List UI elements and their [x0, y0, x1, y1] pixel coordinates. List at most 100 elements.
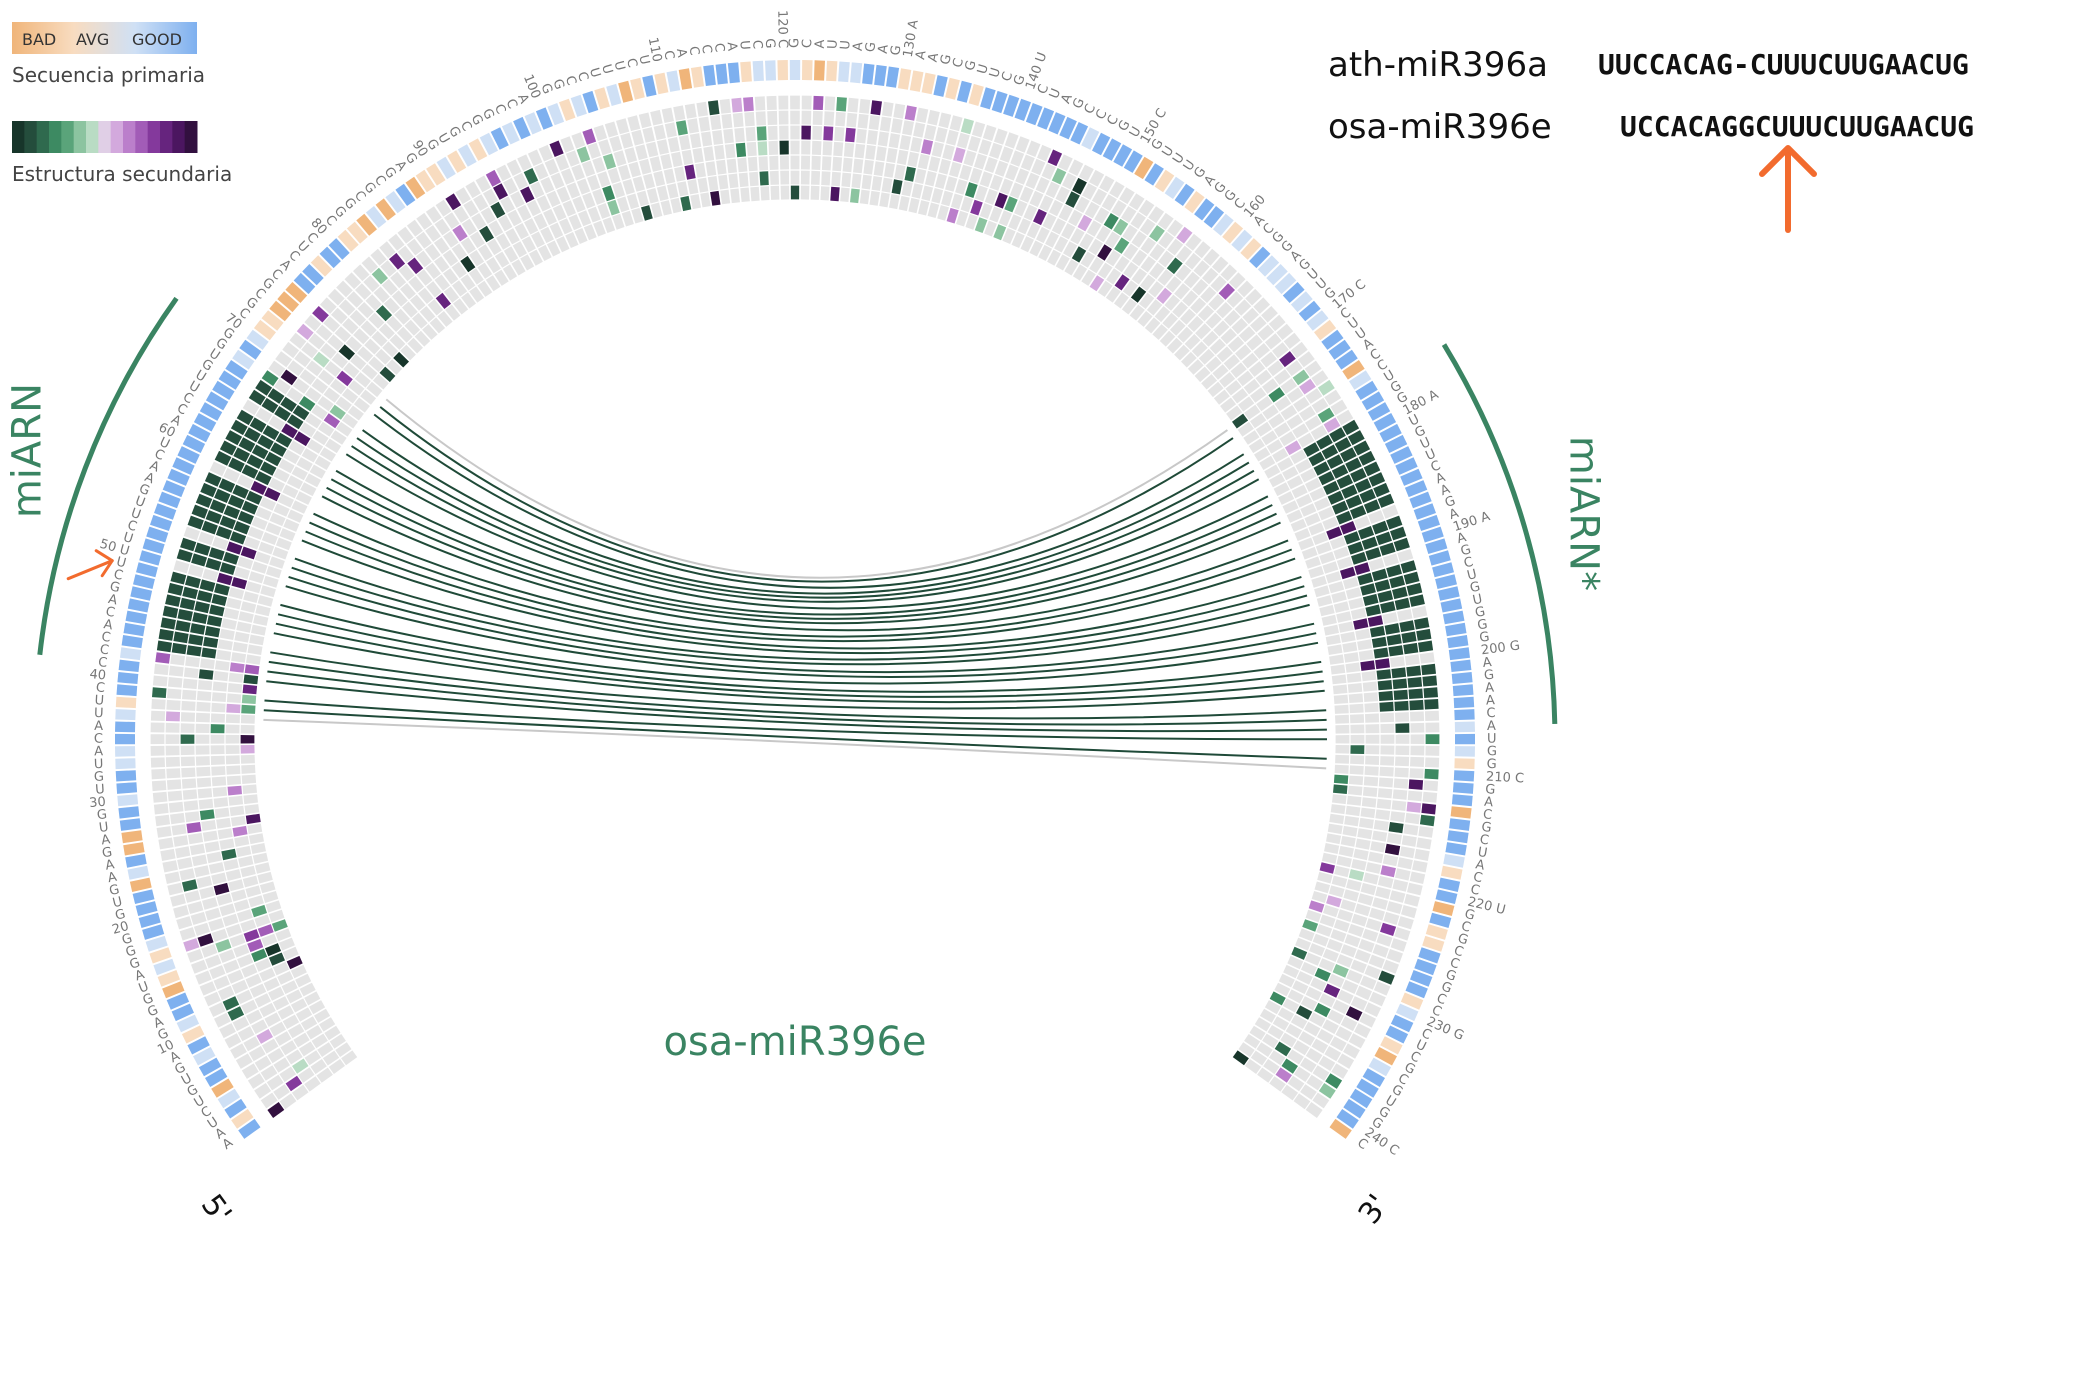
nucleotide-label: G	[101, 845, 113, 861]
structure-cell	[536, 195, 551, 212]
structure-cell	[620, 132, 634, 149]
structure-cell	[338, 344, 355, 361]
nucleotide-label: C	[623, 57, 640, 69]
primary-nt-cell	[136, 562, 158, 578]
structure-cell	[268, 986, 285, 1001]
structure-cell	[225, 869, 242, 881]
structure-cell	[299, 422, 317, 438]
structure-cell	[1015, 168, 1030, 185]
pairing-link	[268, 660, 1327, 720]
primary-nt-cell	[1164, 176, 1185, 199]
nucleotide-label: A	[107, 592, 119, 609]
structure-cell	[559, 218, 573, 235]
structure-cell	[1425, 757, 1440, 768]
structure-cell	[1250, 316, 1267, 333]
structure-cell	[1368, 954, 1385, 969]
structure-cell	[319, 1017, 336, 1032]
primary-nt-cell	[1435, 889, 1458, 904]
structure-cell	[853, 158, 864, 174]
structure-cell	[1395, 745, 1410, 756]
structure-cell	[1137, 311, 1153, 327]
structure-cell	[1397, 549, 1414, 563]
nucleotide-label: C	[97, 655, 108, 671]
structure-cell	[1409, 871, 1426, 884]
structure-cell	[251, 948, 268, 962]
primary-nt-cell	[328, 238, 350, 260]
structure-cell	[1323, 417, 1341, 433]
structure-cell	[263, 977, 280, 992]
structure-cell	[213, 882, 230, 896]
structure-cell	[857, 113, 869, 129]
structure-cell	[1250, 1050, 1268, 1066]
structure-cell	[1379, 701, 1394, 712]
structure-cell	[1243, 430, 1260, 445]
structure-cell	[243, 674, 259, 685]
structure-cell	[1062, 172, 1077, 190]
structure-cell	[486, 257, 501, 274]
structure-cell	[468, 268, 484, 285]
structure-cell	[177, 857, 193, 870]
structure-cell	[255, 862, 271, 874]
structure-cell	[461, 292, 476, 309]
secondary-colorbar-swatch	[49, 121, 62, 153]
structure-cell	[265, 900, 282, 913]
structure-cell	[520, 254, 535, 271]
structure-cell	[327, 334, 344, 351]
structure-cell	[1114, 237, 1130, 254]
structure-cell	[236, 409, 254, 426]
structure-cell	[1287, 955, 1304, 970]
structure-cell	[162, 860, 178, 873]
structure-cell	[1244, 1034, 1261, 1049]
structure-cell	[1298, 537, 1315, 551]
structure-cell	[1313, 461, 1330, 476]
structure-cell	[1424, 768, 1439, 780]
structure-cell	[160, 617, 176, 630]
structure-cell	[1397, 916, 1414, 930]
structure-cell	[1394, 927, 1411, 941]
structure-cell	[602, 153, 616, 170]
structure-cell	[242, 875, 259, 888]
structure-cell	[291, 466, 308, 481]
structure-cell	[790, 110, 800, 125]
structure-cell	[1382, 612, 1398, 624]
structure-cell	[1157, 212, 1174, 230]
structure-cell	[1350, 724, 1365, 734]
structure-cell	[249, 983, 267, 998]
structure-cell	[607, 167, 621, 184]
structure-cell	[1380, 922, 1397, 936]
structure-cell	[264, 487, 281, 502]
pairing-link	[385, 398, 1228, 579]
structure-cell	[1167, 219, 1184, 237]
structure-cell	[260, 1092, 278, 1109]
primary-nt-cell	[1342, 360, 1365, 380]
structure-cell	[1080, 251, 1096, 268]
structure-cell	[1410, 734, 1425, 744]
pairing-link	[266, 680, 1327, 733]
structure-cell	[766, 95, 777, 110]
structure-cell	[1380, 756, 1395, 766]
nucleotide-label: G	[1478, 630, 1490, 646]
primary-nt-cell	[1336, 1109, 1359, 1129]
structure-cell	[673, 105, 686, 121]
nucleotide-label: C	[686, 45, 702, 56]
structure-cell	[253, 614, 269, 626]
structure-cell	[171, 642, 187, 655]
structure-cell	[204, 841, 220, 853]
structure-cell	[211, 928, 228, 942]
structure-cell	[1318, 1055, 1336, 1071]
structure-cell	[1392, 586, 1408, 600]
structure-cell	[1363, 776, 1379, 787]
structure-cell	[587, 142, 601, 159]
primary-nt-cell	[150, 514, 173, 531]
primary-nt-cell	[116, 684, 138, 697]
structure-cell	[241, 464, 259, 479]
structure-cell	[1333, 774, 1349, 784]
structure-cell	[429, 317, 446, 334]
structure-cell	[846, 112, 858, 128]
structure-cell	[1047, 149, 1063, 167]
structure-cell	[1303, 442, 1320, 457]
structure-cell	[209, 965, 226, 980]
primary-nt-cell	[193, 413, 217, 432]
structure-cell	[1393, 537, 1410, 552]
primary-nt-cell	[1454, 746, 1475, 757]
